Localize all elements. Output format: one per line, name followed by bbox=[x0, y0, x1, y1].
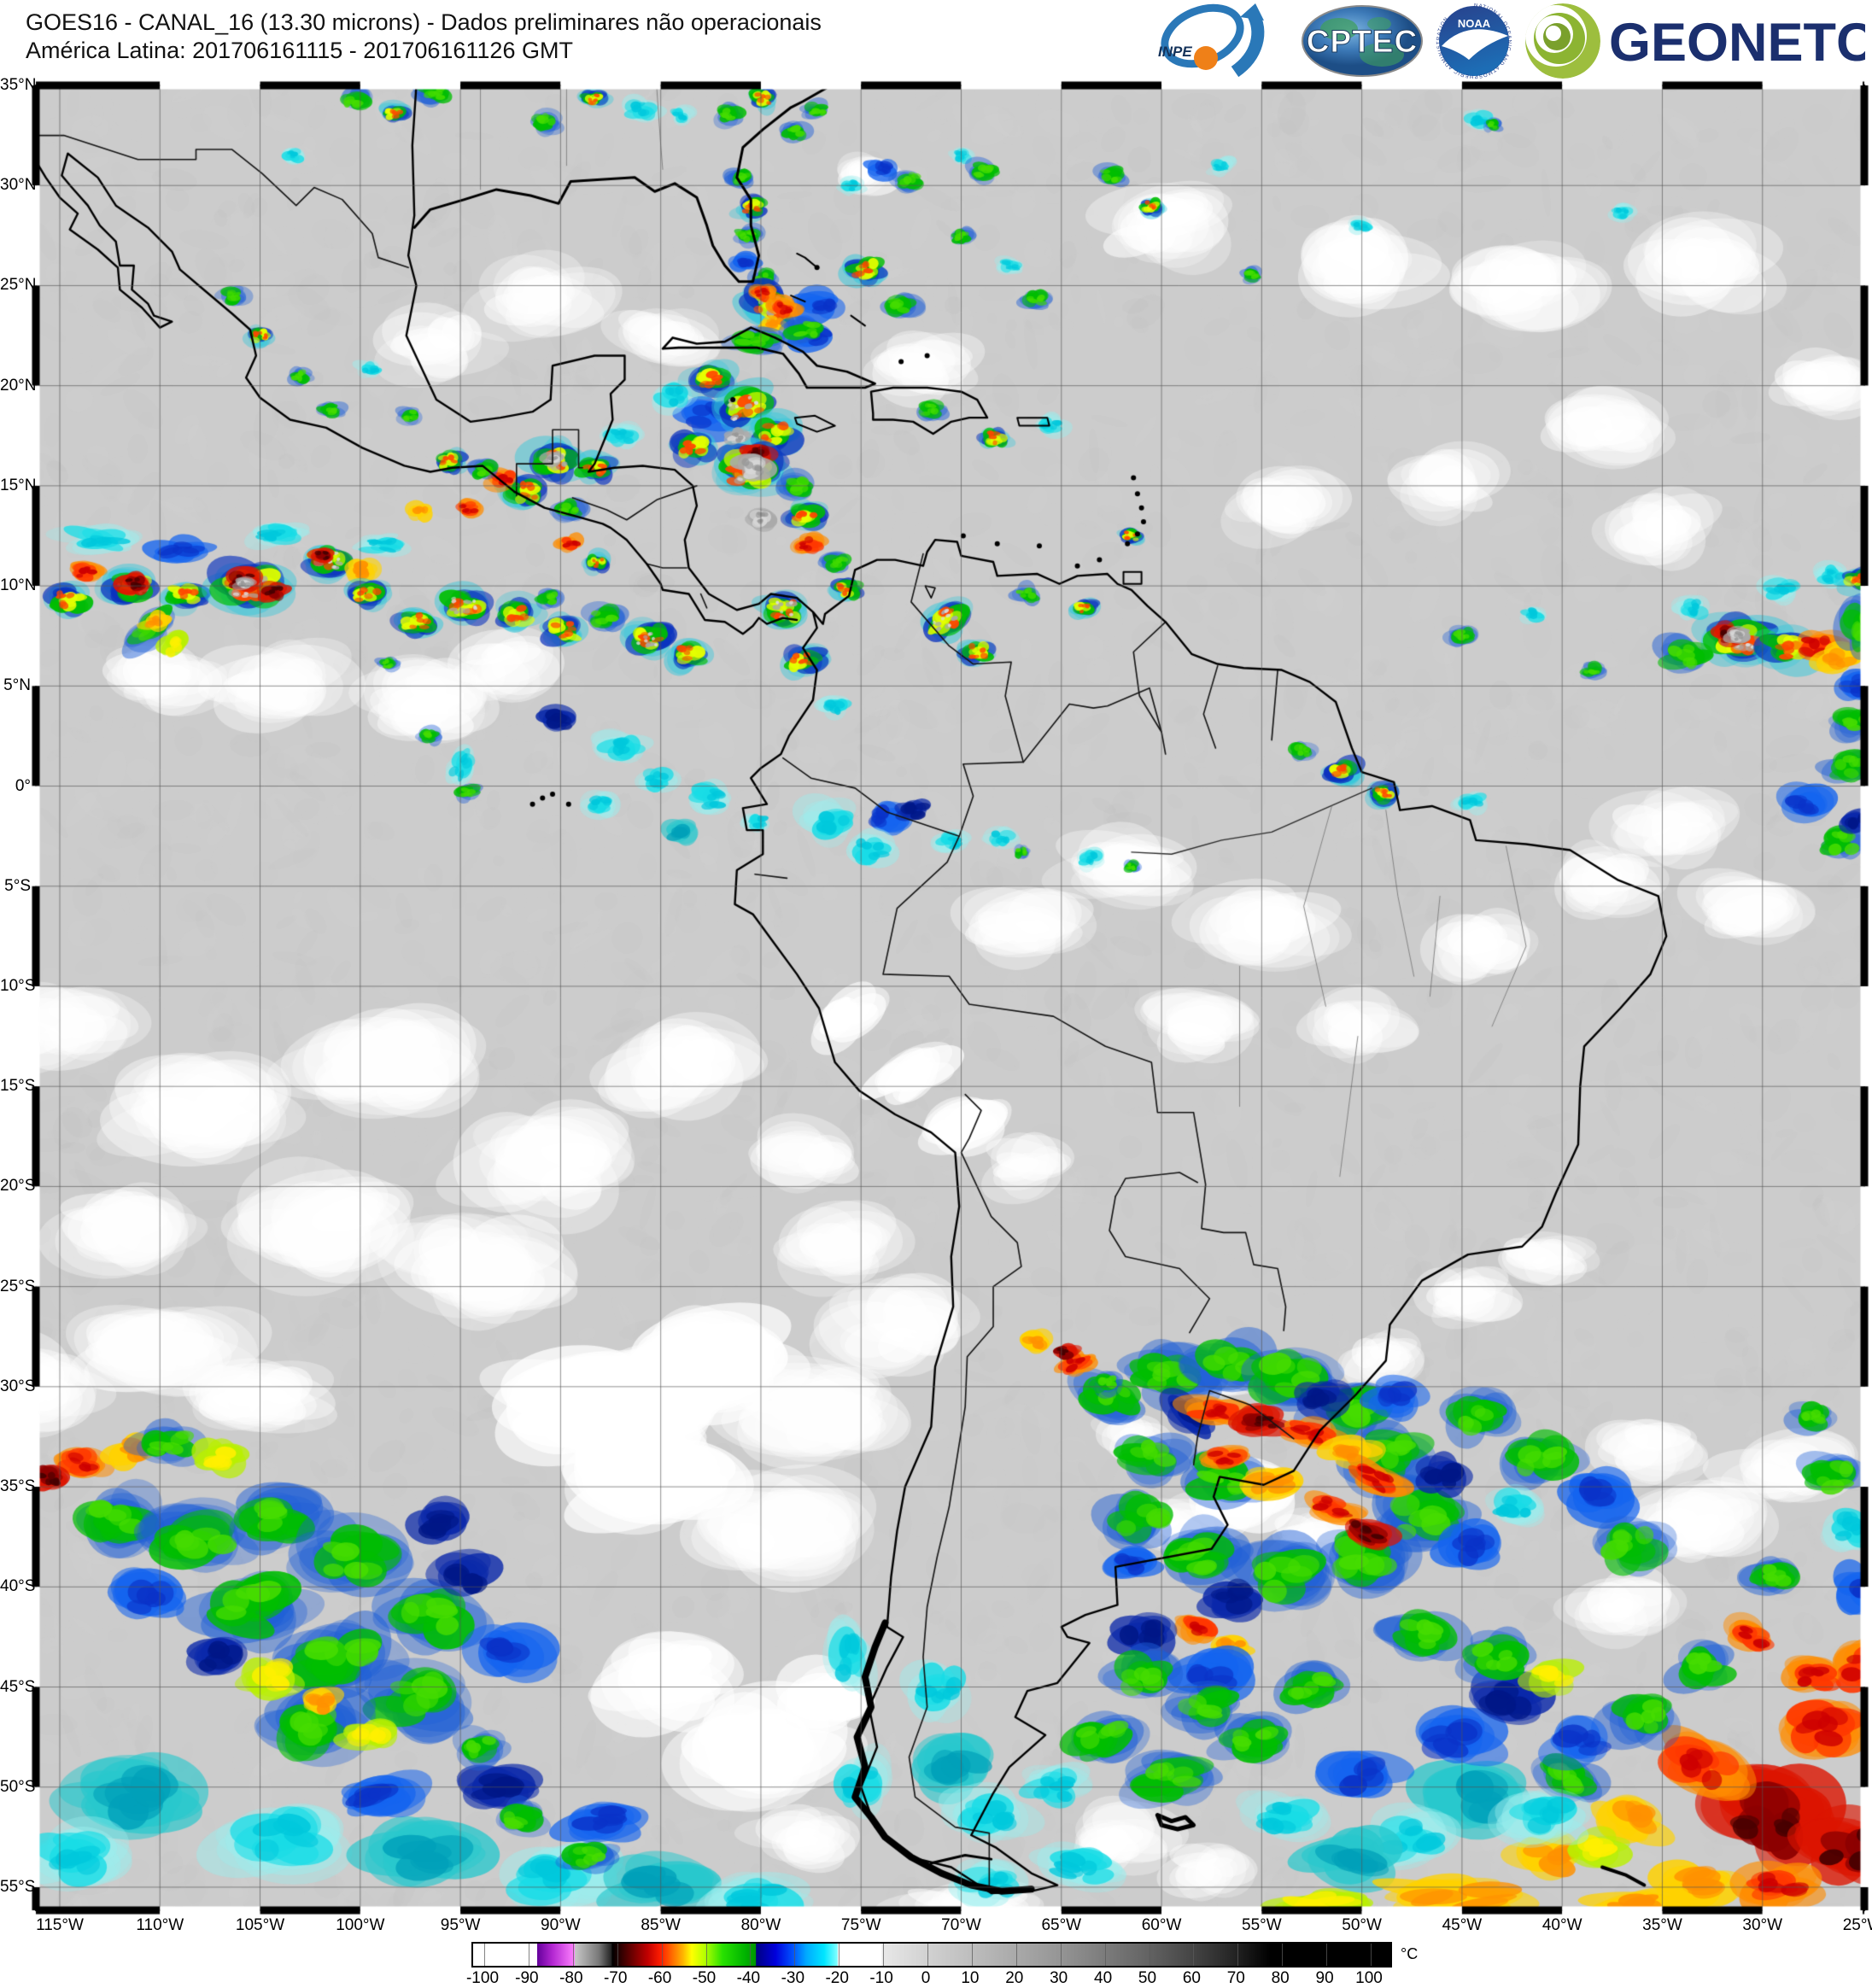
colorbar-tick-label: -30 bbox=[781, 1969, 805, 1987]
lon-label: 45°W bbox=[1442, 1916, 1483, 1934]
lat-label: 20°S bbox=[0, 1177, 36, 1196]
lon-label: 115°W bbox=[36, 1916, 84, 1934]
lat-label: 35°S bbox=[0, 1477, 36, 1496]
colorbar-tick bbox=[661, 1944, 663, 1966]
geonetcast-logo-icon: GEONETCast bbox=[1525, 3, 1865, 79]
cptec-label: CPTEC bbox=[1307, 24, 1418, 59]
lat-label: 10°N bbox=[0, 576, 37, 595]
colorbar-tick-label: 70 bbox=[1226, 1969, 1245, 1987]
lon-label: 90°W bbox=[541, 1916, 581, 1934]
colorbar-tick bbox=[1060, 1944, 1062, 1966]
colorbar-tick bbox=[484, 1944, 485, 1966]
colorbar-tick-label: -100 bbox=[465, 1969, 500, 1987]
lat-label: 45°S bbox=[0, 1677, 36, 1696]
colorbar-tick-label: -90 bbox=[515, 1969, 539, 1987]
header-title: GOES16 - CANAL_16 (13.30 microns) - Dado… bbox=[26, 9, 822, 65]
lon-label: 65°W bbox=[1041, 1916, 1082, 1934]
colorbar-tick bbox=[1282, 1944, 1284, 1966]
inpe-label: INPE bbox=[1158, 44, 1192, 60]
lat-label: 30°S bbox=[0, 1377, 36, 1395]
colorbar-tick bbox=[1237, 1944, 1239, 1966]
colorbar-tick-label: 20 bbox=[1005, 1969, 1024, 1987]
cptec-logo-icon: CPTEC bbox=[1302, 5, 1423, 77]
colorbar-tick bbox=[750, 1944, 752, 1966]
lon-label: 60°W bbox=[1141, 1916, 1182, 1934]
colorbar-tick bbox=[794, 1944, 796, 1966]
lon-label: 25°W bbox=[1842, 1916, 1872, 1934]
colorbar-tick bbox=[572, 1944, 574, 1966]
lon-label: 75°W bbox=[840, 1916, 881, 1934]
colorbar-tick bbox=[1371, 1944, 1372, 1966]
colorbar-tick bbox=[705, 1944, 707, 1966]
lat-label: 50°S bbox=[0, 1777, 36, 1796]
colorbar-tick-label: 0 bbox=[921, 1969, 931, 1987]
lat-label: 15°N bbox=[0, 476, 37, 494]
colorbar-tick-label: 40 bbox=[1094, 1969, 1113, 1987]
lat-label: 0° bbox=[15, 776, 31, 795]
lon-label: 35°W bbox=[1642, 1916, 1682, 1934]
colorbar-tick-label: 60 bbox=[1182, 1969, 1201, 1987]
lat-label: 5°S bbox=[4, 876, 31, 895]
lon-label: 85°W bbox=[641, 1916, 681, 1934]
lon-label: 110°W bbox=[136, 1916, 184, 1934]
colorbar-tick bbox=[883, 1944, 885, 1966]
colorbar-tick-label: 30 bbox=[1050, 1969, 1068, 1987]
lat-label: 55°S bbox=[0, 1877, 36, 1896]
colorbar-tick-label: 10 bbox=[961, 1969, 980, 1987]
header-title-line2: América Latina: 201706161115 - 201706161… bbox=[26, 38, 573, 63]
lon-label: 50°W bbox=[1342, 1916, 1382, 1934]
lat-label: 25°S bbox=[0, 1277, 36, 1295]
colorbar-tick-label: 80 bbox=[1271, 1969, 1290, 1987]
colorbar-tick-label: -10 bbox=[869, 1969, 893, 1987]
colorbar-tick bbox=[971, 1944, 973, 1966]
colorbar-tick-label: 100 bbox=[1355, 1969, 1383, 1987]
colorbar-tick-label: -40 bbox=[736, 1969, 761, 1987]
noaa-label: NOAA bbox=[1458, 17, 1491, 30]
colorbar-tick bbox=[1193, 1944, 1195, 1966]
inpe-logo-icon: INPE bbox=[1158, 3, 1265, 78]
colorbar-tick-label: -20 bbox=[825, 1969, 849, 1987]
lon-label: 30°W bbox=[1742, 1916, 1783, 1934]
lon-label: 70°W bbox=[941, 1916, 981, 1934]
lat-label: 10°S bbox=[0, 976, 36, 995]
lat-label: 30°N bbox=[0, 176, 37, 195]
lat-label: 15°S bbox=[0, 1077, 36, 1096]
lat-label: 40°S bbox=[0, 1577, 36, 1596]
colorbar-tick bbox=[1104, 1944, 1106, 1966]
lat-label: 20°N bbox=[0, 376, 37, 395]
colorbar-tick bbox=[617, 1944, 618, 1966]
lon-label: 95°W bbox=[440, 1916, 481, 1934]
colorbar-tick-label: -50 bbox=[692, 1969, 717, 1987]
lon-label: 80°W bbox=[740, 1916, 781, 1934]
noaa-logo-icon: NATIONAL OCEANIC AND ATMOSPHERIC ADMINIS… bbox=[1434, 1, 1514, 81]
colorbar-tick-label: -70 bbox=[603, 1969, 628, 1987]
colorbar-tick-label: 50 bbox=[1138, 1969, 1157, 1987]
colorbar-unit-label: °C bbox=[1401, 1945, 1419, 1962]
colorbar-tick bbox=[927, 1944, 928, 1966]
colorbar-tick bbox=[1326, 1944, 1328, 1966]
colorbar-tick bbox=[1015, 1944, 1017, 1966]
lon-label: 100°W bbox=[336, 1916, 385, 1934]
logo-bar: INPE CPTEC NATIONAL OCEANIC AND ATMOSPHE… bbox=[1150, 0, 1865, 82]
temperature-colorbar bbox=[471, 1942, 1392, 1968]
lon-label: 40°W bbox=[1541, 1916, 1582, 1934]
lat-label: 5°N bbox=[3, 676, 31, 695]
header-title-line1: GOES16 - CANAL_16 (13.30 microns) - Dado… bbox=[26, 9, 822, 35]
colorbar-tick-label: -80 bbox=[559, 1969, 583, 1987]
colorbar-tick-label: 90 bbox=[1315, 1969, 1334, 1987]
lon-label: 105°W bbox=[235, 1916, 285, 1934]
lat-label: 35°N bbox=[0, 76, 37, 94]
geonetcast-label: GEONETCast bbox=[1609, 13, 1865, 73]
lat-label: 25°N bbox=[0, 276, 37, 295]
lon-label: 55°W bbox=[1242, 1916, 1282, 1934]
colorbar-tick-label: -60 bbox=[647, 1969, 672, 1987]
